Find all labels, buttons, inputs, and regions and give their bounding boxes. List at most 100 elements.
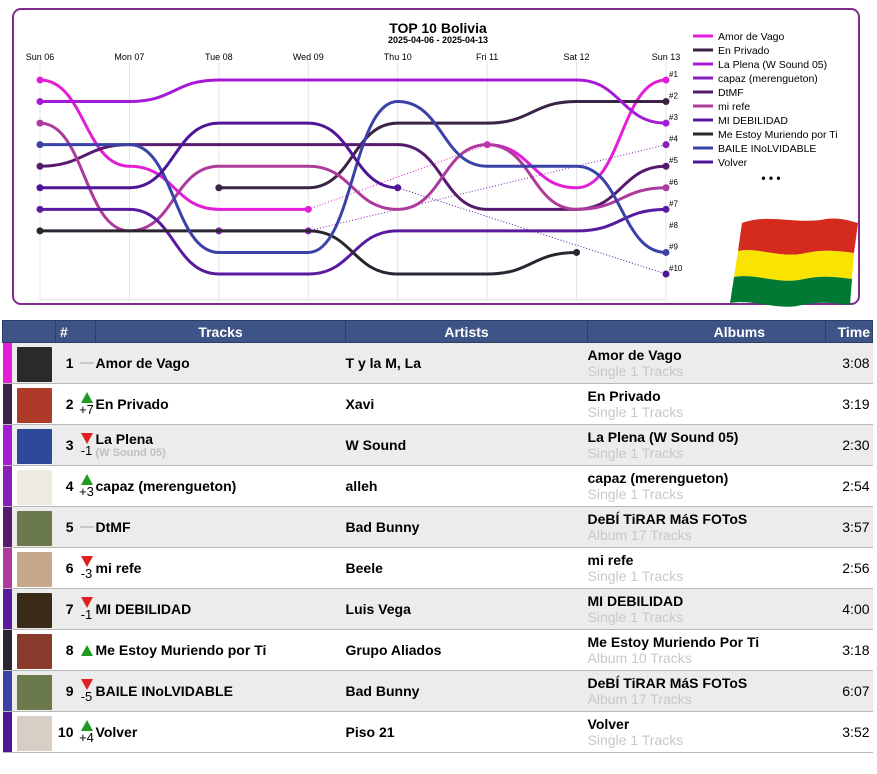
artist-name[interactable]: Piso 21 (345, 711, 588, 753)
cover-cell (11, 547, 56, 589)
table-row[interactable]: 9 -5 BAILE INoLVIDABLE Bad Bunny DeBÍ TiRAR … (2, 670, 873, 712)
album-sub: Album 17 Tracks (587, 691, 692, 707)
table-row[interactable]: 7 -1 MI DEBILIDAD Luis Vega MI DEBILIDAD Sing… (2, 588, 873, 630)
table-row[interactable]: 3 -1 La Plena (W Sound 05) W Sound La Plena (… (2, 424, 873, 466)
album-name: La Plena (W Sound 05) (587, 429, 739, 445)
legend-entry: BAILE INoLVIDABLE (718, 143, 816, 155)
album-cell[interactable]: Volver Single 1 Tracks (587, 711, 826, 753)
chart-subtitle: 2025-04-06 - 2025-04-13 (388, 35, 488, 45)
track-name[interactable]: Amor de Vago (95, 342, 346, 384)
row-color-stripe (2, 670, 12, 712)
legend-entry: capaz (merengueton) (718, 73, 818, 85)
album-cover-icon[interactable] (16, 674, 52, 710)
header-albums[interactable]: Albums (587, 320, 827, 343)
rank-change: +4 (77, 711, 96, 753)
header-time[interactable]: Time (825, 320, 874, 343)
artist-name[interactable]: Beele (345, 547, 588, 589)
album-cell[interactable]: DeBÍ TiRAR MáS FOToS Album 17 Tracks (587, 506, 826, 548)
table-row[interactable]: 1 Amor de Vago T y la M, La Amor de Vago Sin… (2, 342, 873, 384)
series-point (36, 162, 44, 170)
cover-cell (11, 711, 56, 753)
album-cover-icon[interactable] (16, 715, 52, 751)
artist-name[interactable]: Bad Bunny (345, 670, 588, 712)
album-cover-icon[interactable] (16, 469, 52, 505)
x-tick-label: Sat 12 (564, 52, 590, 62)
album-sub: Single 1 Tracks (587, 486, 684, 502)
table-row[interactable]: 4 +3 capaz (merengueton) alleh capaz (mereng… (2, 465, 873, 507)
x-tick-label: Tue 08 (205, 52, 233, 62)
rank-label: #4 (669, 135, 678, 144)
rank-change-value: +3 (79, 484, 94, 499)
album-cell[interactable]: capaz (merengueton) Single 1 Tracks (587, 465, 826, 507)
track-name[interactable]: MI DEBILIDAD (95, 588, 346, 630)
table-row[interactable]: 5 DtMF Bad Bunny DeBÍ TiRAR MáS FOToS Album … (2, 506, 873, 548)
cover-cell (11, 506, 56, 548)
track-name[interactable]: BAILE INoLVIDABLE (95, 670, 346, 712)
legend-entry: Amor de Vago (718, 31, 785, 43)
track-name[interactable]: capaz (merengueton) (95, 465, 346, 507)
album-cell[interactable]: Amor de Vago Single 1 Tracks (587, 342, 826, 384)
artist-name[interactable]: Luis Vega (345, 588, 588, 630)
series-point (662, 119, 670, 127)
row-color-stripe (2, 465, 12, 507)
cover-cell (11, 588, 56, 630)
track-name[interactable]: En Privado (95, 383, 346, 425)
row-color-stripe (2, 547, 12, 589)
table-row[interactable]: 6 -3 mi refe Beele mi refe Single 1 Tracks 2:5… (2, 547, 873, 589)
album-cover-icon[interactable] (16, 346, 52, 382)
rank-number: 5 (55, 506, 78, 548)
album-cell[interactable]: En Privado Single 1 Tracks (587, 383, 826, 425)
chart-panel: TOP 10 Bolivia 2025-04-06 - 2025-04-13 Sun… (12, 8, 860, 307)
album-cover-icon[interactable] (16, 551, 52, 587)
series-point (662, 205, 670, 213)
track-name[interactable]: mi refe (95, 547, 346, 589)
header-artists[interactable]: Artists (345, 320, 589, 343)
track-time: 2:30 (825, 424, 873, 466)
track-name[interactable]: La Plena (W Sound 05) (95, 424, 346, 466)
album-cell[interactable]: mi refe Single 1 Tracks (587, 547, 826, 589)
legend-more: • • • (761, 171, 780, 185)
track-name[interactable]: Volver (95, 711, 346, 753)
artist-name[interactable]: alleh (345, 465, 588, 507)
track-title: DtMF (95, 519, 131, 535)
rank-change: -5 (77, 670, 96, 712)
series-line (38, 78, 668, 125)
album-cover-icon[interactable] (16, 510, 52, 546)
track-time: 3:18 (825, 629, 873, 671)
table-row[interactable]: 8 Me Estoy Muriendo por Ti Grupo Aliados Me… (2, 629, 873, 671)
album-name: mi refe (587, 552, 634, 568)
album-cover-icon[interactable] (16, 387, 52, 423)
legend-entry: En Privado (718, 45, 770, 57)
series-point (215, 184, 223, 192)
album-cover-icon[interactable] (16, 592, 52, 628)
album-cell[interactable]: La Plena (W Sound 05) Single 1 Tracks (587, 424, 826, 466)
header-rank[interactable]: # (54, 320, 97, 343)
track-name[interactable]: Me Estoy Muriendo por Ti (95, 629, 346, 671)
header-tracks[interactable]: Tracks (95, 320, 347, 343)
album-cell[interactable]: Me Estoy Muriendo Por Ti Album 10 Tracks (587, 629, 826, 671)
table-row[interactable]: 10 +4 Volver Piso 21 Volver Single 1 Tracks 3:… (2, 711, 873, 753)
table-row[interactable]: 2 +7 En Privado Xavi En Privado Single 1 Trac… (2, 383, 873, 425)
legend-entry: Me Estoy Muriendo por Ti (718, 129, 838, 141)
artist-name[interactable]: T y la M, La (345, 342, 588, 384)
series-line (38, 78, 310, 211)
artist-name[interactable]: Xavi (345, 383, 588, 425)
album-cover-icon[interactable] (16, 428, 52, 464)
artist-name[interactable]: Bad Bunny (345, 506, 588, 548)
series-point (36, 205, 44, 213)
album-cell[interactable]: DeBÍ TiRAR MáS FOToS Album 17 Tracks (587, 670, 826, 712)
row-color-stripe (2, 342, 12, 384)
track-time: 2:56 (825, 547, 873, 589)
album-sub: Album 17 Tracks (587, 527, 692, 543)
album-cell[interactable]: MI DEBILIDAD Single 1 Tracks (587, 588, 826, 630)
album-cover-icon[interactable] (16, 633, 52, 669)
track-name[interactable]: DtMF (95, 506, 346, 548)
series-point (662, 98, 670, 106)
track-title: capaz (merengueton) (95, 478, 237, 494)
artist-name[interactable]: W Sound (345, 424, 588, 466)
track-time: 3:08 (825, 342, 873, 384)
track-title: En Privado (95, 396, 169, 412)
track-title: Amor de Vago (95, 355, 190, 371)
rank-down-icon (80, 556, 93, 567)
artist-name[interactable]: Grupo Aliados (345, 629, 588, 671)
